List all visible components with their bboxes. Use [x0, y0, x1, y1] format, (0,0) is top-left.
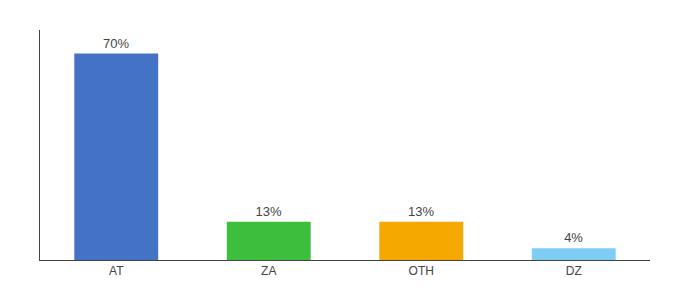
svg-text:70%: 70% — [103, 36, 129, 51]
svg-text:ZA: ZA — [261, 264, 276, 278]
svg-text:13%: 13% — [408, 204, 434, 219]
svg-text:4%: 4% — [564, 230, 583, 245]
svg-text:AT: AT — [109, 264, 124, 278]
svg-text:DZ: DZ — [566, 264, 582, 278]
svg-text:13%: 13% — [256, 204, 282, 219]
svg-text:OTH: OTH — [409, 264, 434, 278]
